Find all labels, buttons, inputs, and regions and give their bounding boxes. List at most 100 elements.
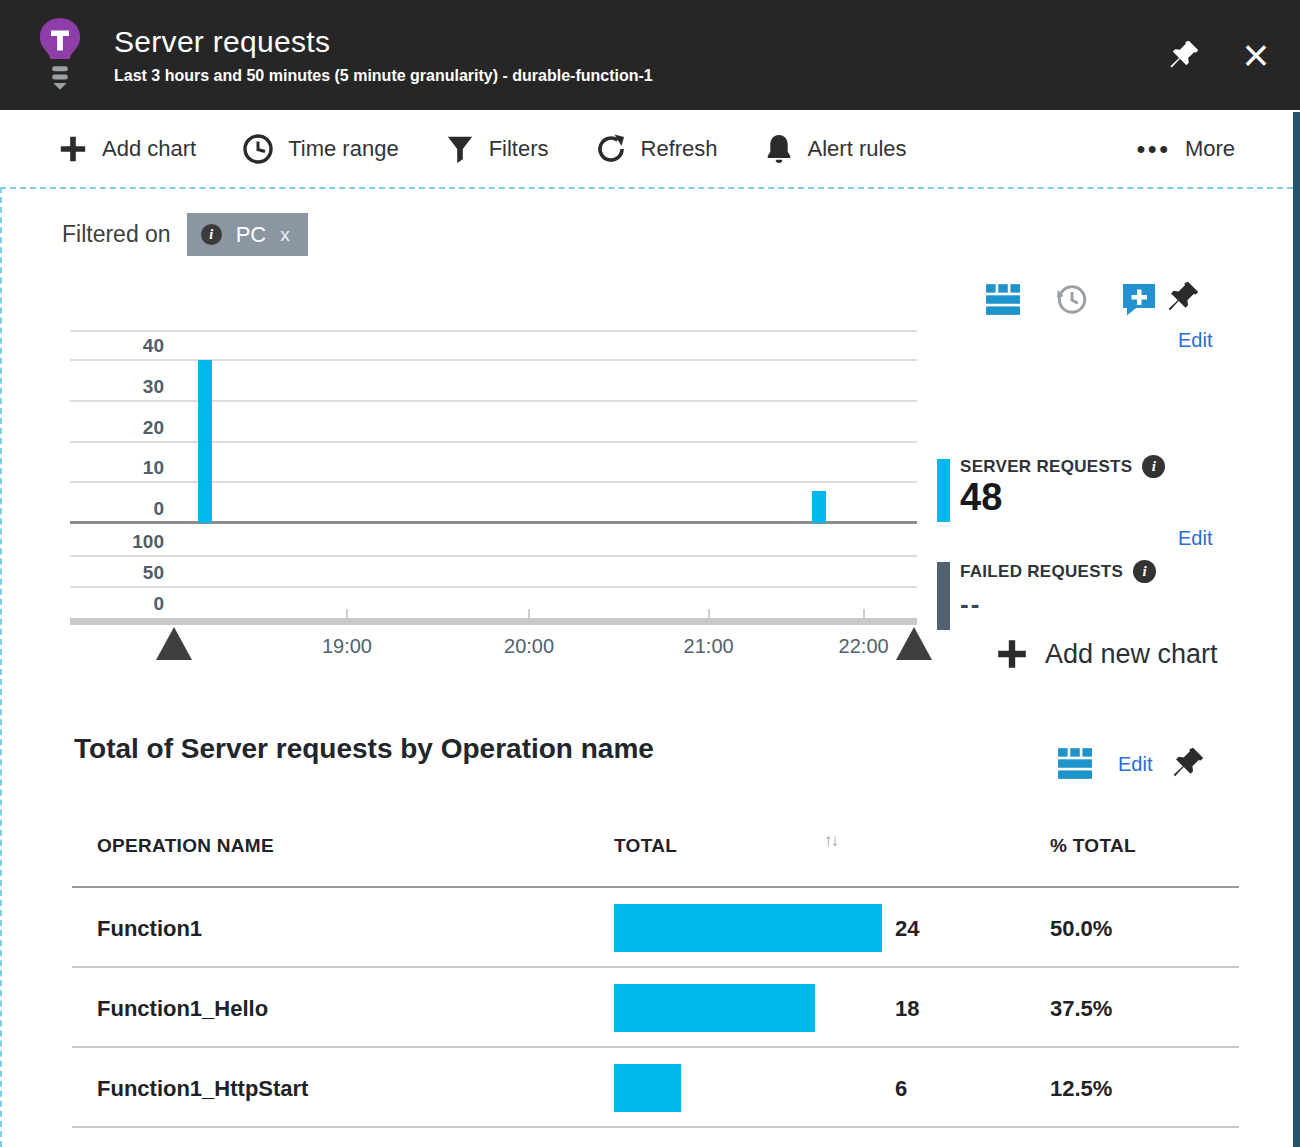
plus-icon <box>995 637 1029 671</box>
info-icon[interactable] <box>201 224 222 245</box>
brush-handle-start[interactable] <box>156 627 192 660</box>
clock-icon <box>242 133 274 165</box>
failed-requests-info-icon[interactable] <box>1133 560 1156 583</box>
pct-total-cell: 50.0% <box>1050 916 1112 942</box>
operation-name-cell: Function1_Hello <box>97 996 268 1022</box>
pin-blade-button[interactable] <box>1162 33 1206 77</box>
table-row[interactable]: Function1 24 50.0% <box>72 888 1239 968</box>
add-new-chart-label: Add new chart <box>1045 639 1218 670</box>
x-axis-tick <box>346 609 348 618</box>
table-body: Function12450.0%Function1_Hello1837.5%Fu… <box>72 888 1239 1128</box>
bell-icon <box>764 133 794 165</box>
pin-table-icon[interactable] <box>1170 745 1206 781</box>
add-new-chart-button[interactable]: Add new chart <box>995 637 1218 671</box>
y-axis-tick-label: 50 <box>84 562 164 584</box>
table-row[interactable]: Function1_HttpStart 6 12.5% <box>72 1048 1239 1128</box>
refresh-button[interactable]: Refresh <box>595 133 718 165</box>
x-axis-tick-label: 19:00 <box>302 635 392 658</box>
failed-requests-swatch <box>937 562 950 630</box>
filters-label: Filters <box>489 136 549 162</box>
y-axis-tick-label: 40 <box>84 335 164 357</box>
funnel-icon <box>445 134 475 164</box>
pct-total-cell: 12.5% <box>1050 1076 1112 1102</box>
grid-line <box>70 586 917 588</box>
page-title: Server requests <box>114 25 1162 59</box>
history-icon[interactable] <box>1053 281 1089 317</box>
close-icon[interactable] <box>1234 33 1278 77</box>
refresh-icon <box>595 133 627 165</box>
command-bar: Add chart Time range Filters Refresh <box>0 110 1293 187</box>
sort-icon[interactable] <box>824 831 837 851</box>
y-axis-tick-label: 30 <box>84 376 164 398</box>
edit-table-link[interactable]: Edit <box>1118 753 1152 776</box>
grid-view-icon[interactable] <box>985 281 1021 317</box>
time-range-label: Time range <box>288 136 398 162</box>
failed-requests-legend: FAILED REQUESTS <box>960 560 1156 583</box>
failed-requests-value: -- <box>960 589 981 620</box>
x-axis-tick <box>863 609 865 618</box>
blade-header: Server requests Last 3 hours and 50 minu… <box>0 0 1300 110</box>
blade-edge-strip <box>1293 112 1300 1147</box>
page-subtitle: Last 3 hours and 50 minutes (5 minute gr… <box>114 67 1162 85</box>
server-requests-blade: Server requests Last 3 hours and 50 minu… <box>0 0 1300 1147</box>
col-pct-total: % TOTAL <box>1050 835 1136 857</box>
table-row[interactable]: Function1_Hello1837.5% <box>72 968 1239 1048</box>
edit-server-requests-link[interactable]: Edit <box>1178 527 1212 550</box>
y-axis-tick-label: 0 <box>84 593 164 615</box>
server-requests-plot: 40 30 20 10 0 <box>70 330 917 523</box>
time-brush-track[interactable] <box>70 618 917 625</box>
x-axis-tick <box>528 609 530 618</box>
application-insights-icon <box>34 17 86 93</box>
operations-table: OPERATION NAME TOTAL % TOTAL Function1 24… <box>72 819 1239 1128</box>
alert-rules-button[interactable]: Alert rules <box>764 133 907 165</box>
add-annotation-icon[interactable] <box>1121 281 1157 317</box>
brush-handle-end[interactable] <box>896 627 932 660</box>
pin-chart-icon[interactable] <box>1165 279 1201 315</box>
ellipsis-icon <box>1137 144 1171 154</box>
y-axis-tick-label: 0 <box>84 498 164 520</box>
y-axis-tick-label: 10 <box>84 457 164 479</box>
col-total[interactable]: TOTAL <box>614 835 677 857</box>
chart-bar <box>198 360 212 523</box>
server-requests-legend: SERVER REQUESTS <box>960 455 1165 478</box>
more-button[interactable]: More <box>1137 136 1235 162</box>
add-chart-button[interactable]: Add chart <box>58 134 196 164</box>
more-label: More <box>1185 136 1235 162</box>
remove-filter-icon[interactable]: x <box>280 224 290 246</box>
total-value-cell: 6 <box>895 1076 907 1102</box>
x-axis-tick-label: 22:00 <box>819 635 909 658</box>
refresh-label: Refresh <box>641 136 718 162</box>
filter-chip-pc[interactable]: PC x <box>187 213 308 256</box>
total-value-cell: 24 <box>895 916 919 942</box>
col-operation-name: OPERATION NAME <box>97 835 274 857</box>
add-chart-label: Add chart <box>102 136 196 162</box>
x-axis-tick <box>708 609 710 618</box>
server-requests-info-icon[interactable] <box>1142 455 1165 478</box>
grid-line <box>70 555 917 557</box>
blade-content: Filtered on PC x Edit 40 30 20 <box>0 187 1293 1147</box>
x-axis-tick-label: 20:00 <box>484 635 574 658</box>
y-axis-tick-label: 100 <box>84 531 164 553</box>
edit-chart-link[interactable]: Edit <box>1178 329 1212 352</box>
server-requests-swatch <box>937 459 950 522</box>
operation-name-cell: Function1_HttpStart <box>97 1076 308 1102</box>
server-requests-value: 48 <box>960 476 1002 519</box>
total-bar <box>614 1064 681 1112</box>
failed-requests-plot: 100500 <box>70 541 917 618</box>
chart-bar <box>812 491 826 524</box>
blade-titles: Server requests Last 3 hours and 50 minu… <box>114 25 1162 85</box>
filter-chip-value: PC <box>236 222 267 248</box>
x-axis-tick-label: 21:00 <box>664 635 754 658</box>
server-requests-label: SERVER REQUESTS <box>960 457 1132 477</box>
filter-row: Filtered on PC x <box>62 213 308 256</box>
table-header-row: OPERATION NAME TOTAL % TOTAL <box>72 819 1239 888</box>
total-bar <box>614 984 815 1032</box>
filters-button[interactable]: Filters <box>445 134 549 164</box>
operation-name-cell: Function1 <box>97 916 202 942</box>
grid-view-icon[interactable] <box>1057 745 1093 781</box>
filtered-on-label: Filtered on <box>62 221 171 248</box>
alert-rules-label: Alert rules <box>808 136 907 162</box>
y-axis-tick-label: 20 <box>84 417 164 439</box>
pin-icon <box>1167 38 1201 72</box>
time-range-button[interactable]: Time range <box>242 133 398 165</box>
